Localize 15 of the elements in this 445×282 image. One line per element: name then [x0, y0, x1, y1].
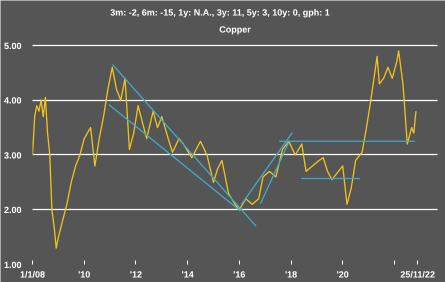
x-tick-label: '10 — [78, 270, 90, 280]
x-tick-label: '12 — [130, 270, 142, 280]
x-tick-label: 25/11/22 — [400, 270, 435, 280]
y-tick-label: 4.00 — [4, 96, 22, 106]
chart-subtitle: 3m: -2, 6m: -15, 1y: N.A., 3y: 11, 5y: 3, 10y: 0, gph: 1 — [110, 8, 330, 18]
x-tick-label: 1/1/08 — [20, 270, 46, 280]
y-tick-label: 2.00 — [4, 205, 22, 216]
x-tick-label: '14 — [182, 270, 194, 280]
y-tick-label: 1.00 — [4, 260, 22, 270]
x-tick-label: '20 — [336, 270, 349, 280]
x-tick-label: '18 — [284, 270, 298, 280]
x-tick-label: '16 — [233, 270, 246, 280]
y-tick-label: 5.00 — [4, 40, 22, 51]
chart-title: Copper — [219, 24, 252, 34]
y-tick-label: 3.00 — [4, 150, 22, 160]
